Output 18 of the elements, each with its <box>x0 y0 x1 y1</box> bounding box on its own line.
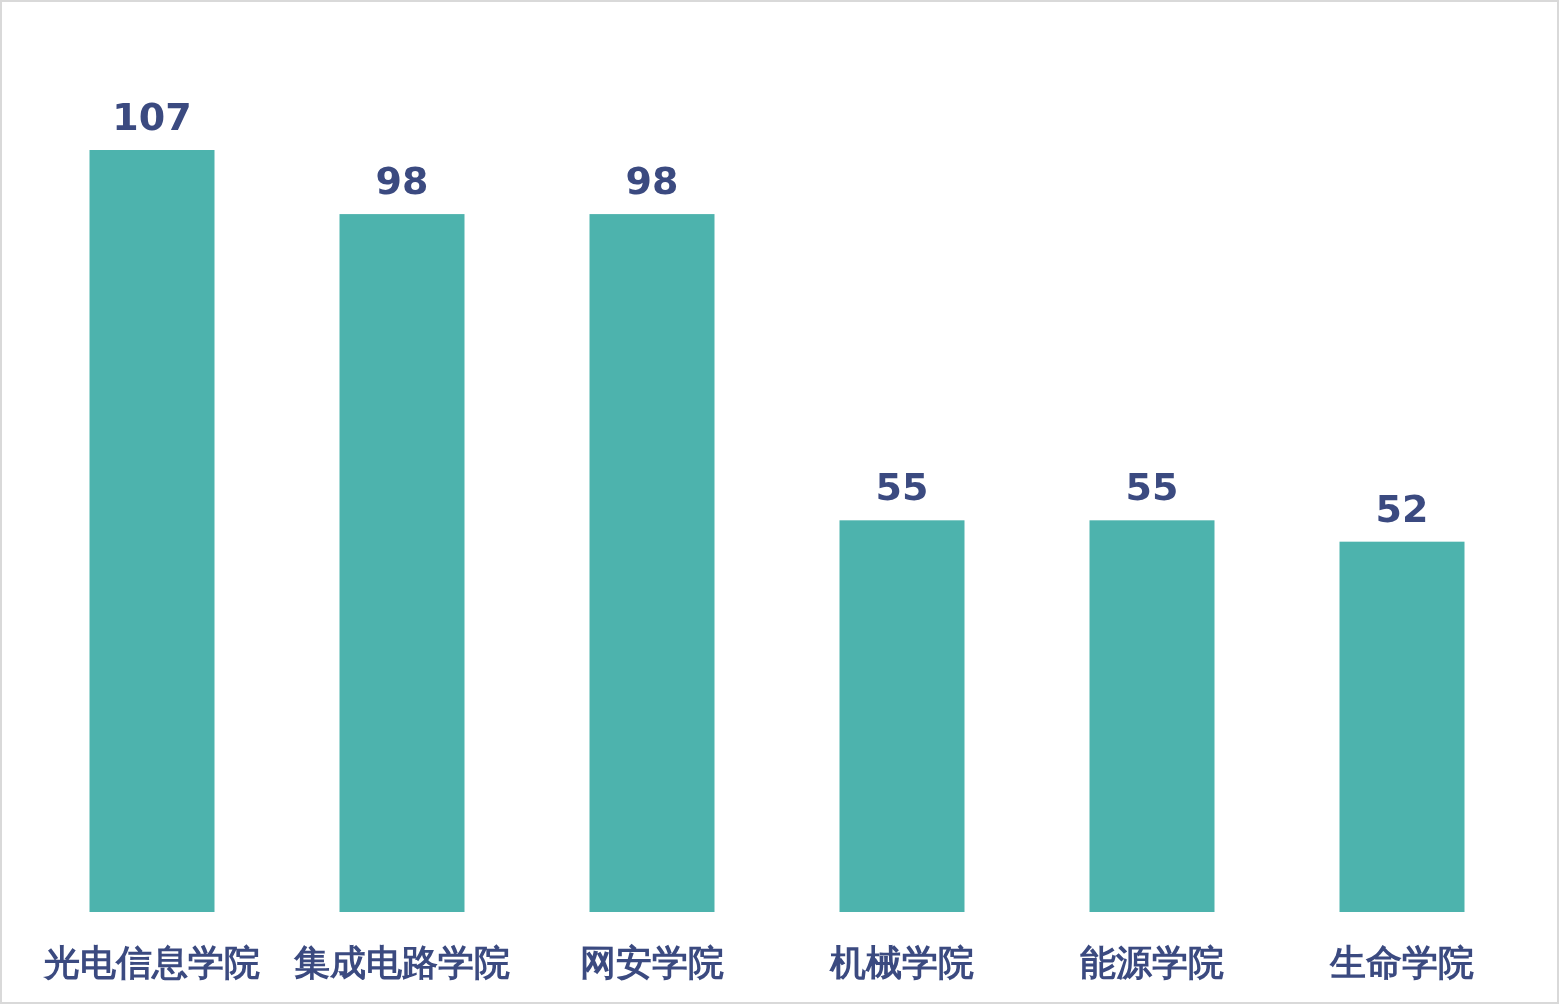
bar <box>339 214 465 912</box>
bar <box>589 214 715 912</box>
bar <box>89 150 215 912</box>
x-tick-label: 光电信息学院 <box>42 942 260 983</box>
x-tick-label: 机械学院 <box>829 942 974 983</box>
data-label: 98 <box>625 159 679 204</box>
data-label: 98 <box>375 159 429 204</box>
bar <box>1089 520 1215 912</box>
data-label: 55 <box>875 465 929 510</box>
x-tick-label: 生命学院 <box>1329 942 1474 983</box>
bar <box>1339 541 1465 912</box>
data-label: 52 <box>1375 486 1429 531</box>
x-tick-label: 能源学院 <box>1080 942 1224 983</box>
bar <box>839 520 965 912</box>
data-label: 107 <box>112 95 192 139</box>
x-tick-label: 集成电路学院 <box>293 942 510 983</box>
x-tick-label: 网安学院 <box>580 942 724 983</box>
data-label: 55 <box>1125 465 1179 510</box>
